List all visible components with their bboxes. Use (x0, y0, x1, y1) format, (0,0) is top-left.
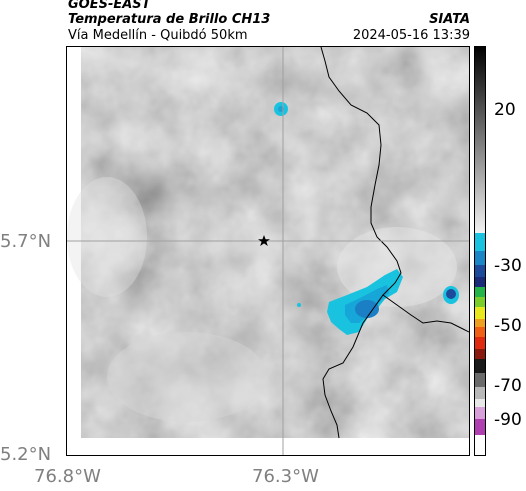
lat-label: 5.2°N (0, 444, 52, 465)
datetime-label: 2024-05-16 13:39 (352, 28, 470, 43)
satellite-map[interactable] (66, 46, 470, 456)
product-title: Temperatura de Brillo CH13 (68, 12, 271, 27)
source-label: SIATA (429, 12, 470, 27)
department-border (320, 47, 402, 439)
colorbar (474, 46, 486, 456)
star-icon (258, 235, 270, 246)
cold-cloud-tops (274, 102, 459, 335)
cloud-patch (107, 332, 267, 422)
colorbar-tick: 20 (494, 100, 516, 120)
colorbar-tick: -50 (494, 316, 522, 336)
colorbar-gradient (475, 47, 485, 455)
brightness-temperature-image (67, 47, 469, 455)
lon-label: 76.3°W (252, 466, 319, 487)
lat-label: 5.7°N (0, 231, 52, 252)
lon-label: 76.8°W (34, 466, 101, 487)
colorbar-tick: -30 (494, 256, 522, 276)
department-border (382, 294, 469, 333)
satellite-label: GOES-EAST (68, 0, 151, 12)
cloud-patch (67, 177, 147, 297)
colorbar-tick: -70 (494, 376, 522, 396)
region-label: Vía Medellín - Quibdó 50km (68, 28, 248, 43)
colorbar-tick: -90 (494, 410, 522, 430)
